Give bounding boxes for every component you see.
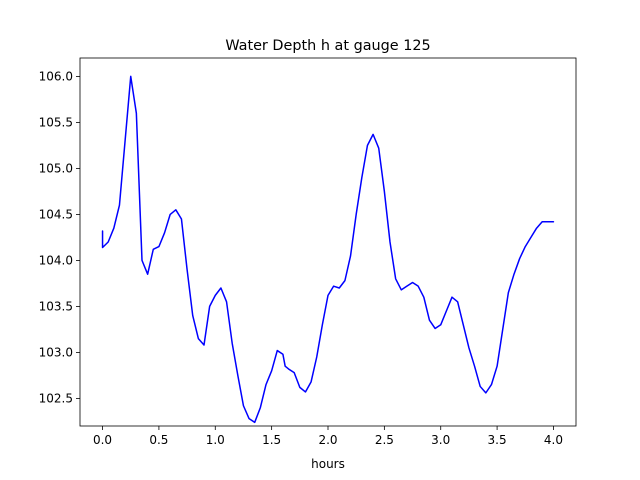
x-tick-label: 2.0 xyxy=(318,433,337,447)
ticks-layer: 0.0 0.5 1.0 1.5 2.0 2.5 3.0 3.5 4.0 102.5 103.0 103… xyxy=(39,69,563,447)
y-tick-label: 102.5 xyxy=(39,391,73,405)
x-tick-label: 1.0 xyxy=(206,433,225,447)
x-tick-label: 0.5 xyxy=(149,433,168,447)
x-tick-label: 0.0 xyxy=(93,433,112,447)
plot-area xyxy=(80,58,576,426)
series-line-0 xyxy=(101,75,555,424)
series-layer xyxy=(101,75,555,424)
x-tick-label: 1.5 xyxy=(262,433,281,447)
x-tick-label: 4.0 xyxy=(544,433,563,447)
x-tick-label: 3.5 xyxy=(488,433,507,447)
x-axis-label: hours xyxy=(311,457,345,471)
y-tick-label: 103.0 xyxy=(39,345,73,359)
labels-layer: Water Depth h at gauge 125 hours xyxy=(225,38,430,471)
plot-background xyxy=(80,58,576,426)
y-tick-label: 106.0 xyxy=(39,69,73,83)
y-tick-label: 105.5 xyxy=(39,115,73,129)
chart-title: Water Depth h at gauge 125 xyxy=(225,38,430,54)
x-tick-label: 3.0 xyxy=(431,433,450,447)
y-tick-label: 103.5 xyxy=(39,299,73,313)
x-tick-label: 2.5 xyxy=(375,433,394,447)
y-tick-label: 104.0 xyxy=(39,253,73,267)
y-tick-label: 105.0 xyxy=(39,161,73,175)
y-tick-label: 104.5 xyxy=(39,207,73,221)
